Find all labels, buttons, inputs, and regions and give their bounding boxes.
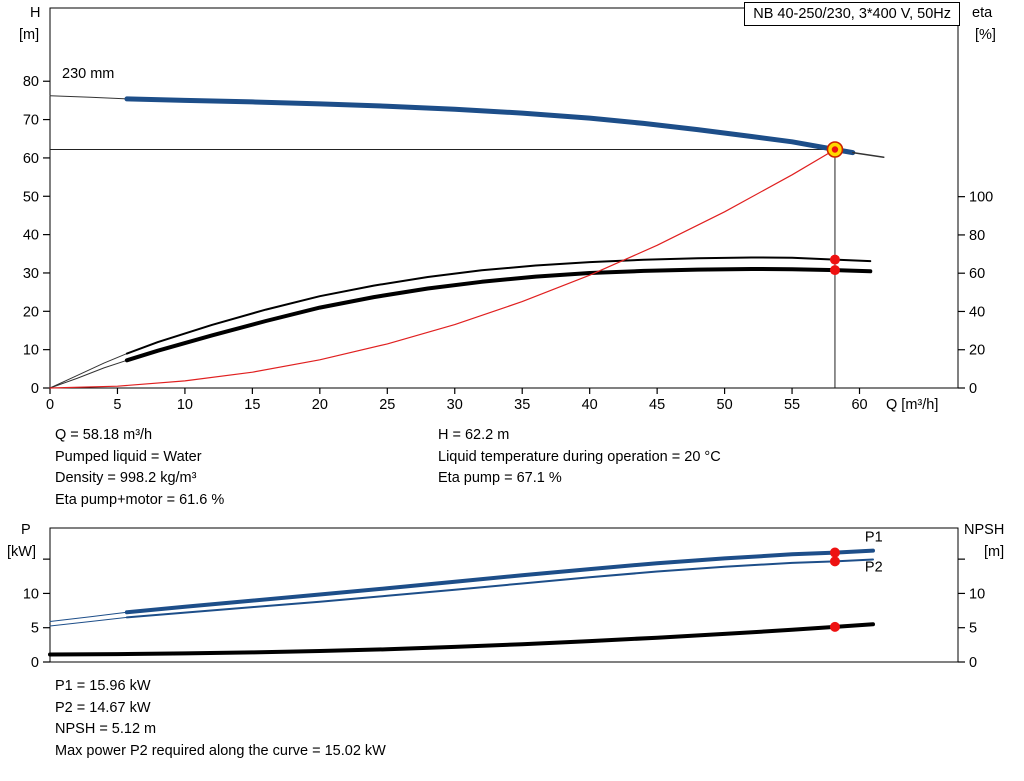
p2-lead-curve [49, 616, 128, 627]
p-axis-name: P [21, 522, 31, 538]
p1-curve [124, 548, 875, 615]
tick-label: 70 [23, 113, 39, 129]
eta-pump-lead-curve [49, 353, 128, 389]
tick-label: 30 [447, 397, 463, 413]
head-curve [124, 96, 856, 156]
eta-pump-motor-curve [124, 267, 873, 363]
duty-point-center [831, 146, 839, 153]
tick-label: 5 [113, 397, 121, 413]
info-line: Liquid temperature during operation = 20… [438, 448, 721, 465]
tick-label: 0 [46, 397, 54, 413]
tick-label: 10 [177, 397, 193, 413]
info-line: Density = 998.2 kg/m³ [55, 470, 197, 486]
info-line: Max power P2 required along the curve = … [55, 742, 386, 759]
tick-label: 50 [717, 397, 733, 413]
tick-label: 0 [31, 655, 39, 671]
h-axis-unit: [m] [19, 27, 40, 43]
info-line: H = 62.2 m [438, 427, 510, 443]
npsh-axis-unit: [m] [984, 544, 1005, 560]
p-axis-unit: [kW] [7, 544, 36, 560]
head-lead-curve [49, 95, 128, 100]
tick-label: 60 [23, 151, 39, 167]
info-line: Q = 58.18 m³/h [55, 427, 153, 443]
tick-label: 0 [31, 381, 39, 397]
tick-label: 10 [969, 586, 985, 602]
p1-lead-curve [49, 611, 128, 622]
npsh-axis-name: NPSH [964, 522, 1005, 538]
npsh-curve [48, 622, 875, 657]
bottom-chart: 0 5 10 0 5 10 P1 P2 [23, 527, 985, 671]
duty-info-left: Q = 58.18 m³/h Pumped liquid = Water Den… [55, 425, 224, 511]
head-tail-curve [852, 151, 885, 158]
eta-axis-name: eta [972, 5, 993, 21]
tick-label: 50 [23, 189, 39, 205]
tick-label: 100 [969, 190, 993, 206]
tick-label: 55 [784, 397, 800, 413]
info-line: Eta pump = 67.1 % [438, 470, 562, 486]
h-axis-name: H [30, 5, 41, 21]
tick-label: 5 [31, 621, 39, 637]
info-line: P1 = 15.96 kW [55, 678, 151, 694]
tick-label: 60 [969, 266, 985, 282]
value-dot [829, 547, 840, 558]
tick-label: 10 [23, 586, 39, 602]
info-line: Pumped liquid = Water [55, 448, 202, 465]
info-line: P2 = 14.67 kW [55, 699, 151, 716]
tick-label: 20 [969, 343, 985, 359]
tick-label: 0 [969, 655, 977, 671]
tick-label: 40 [969, 304, 985, 320]
eta-axis-unit: [%] [975, 27, 996, 43]
value-dot [829, 265, 840, 276]
affinity-parabola-curve [49, 148, 836, 389]
tick-label: 80 [23, 74, 39, 90]
tick-label: 40 [582, 397, 598, 413]
eta-pump-motor-lead-curve [49, 359, 128, 389]
x-axis-label: Q [m³/h] [886, 397, 938, 413]
info-line: Eta pump+motor = 61.6 % [55, 491, 225, 508]
impeller-diameter-label: 230 mm [62, 66, 115, 82]
value-dot [829, 621, 840, 632]
tick-label: 45 [649, 397, 665, 413]
tick-label: 20 [312, 397, 328, 413]
tick-label: 0 [969, 381, 977, 397]
tick-label: 25 [379, 397, 395, 413]
tick-label: 15 [244, 397, 260, 413]
pump-title-box: NB 40-250/230, 3*400 V, 50Hz [744, 2, 960, 26]
duty-info-right: H = 62.2 m Liquid temperature during ope… [438, 425, 721, 490]
plot-frame [49, 7, 959, 389]
value-dot [829, 254, 840, 265]
power-info: P1 = 15.96 kW P2 = 14.67 kW NPSH = 5.12 … [55, 676, 386, 762]
series-label-p1: P1 [865, 529, 883, 545]
series-label-p2: P2 [865, 559, 883, 575]
tick-label: 30 [23, 266, 39, 282]
tick-label: 60 [851, 397, 867, 413]
tick-label: 80 [969, 228, 985, 244]
eta-pump-curve [125, 256, 872, 355]
top-chart: 0 10 20 30 40 50 60 70 80 0 20 40 60 80 100 0 5 10 15 20 25 3… [23, 7, 993, 413]
tick-label: 40 [23, 228, 39, 244]
tick-label: 20 [23, 304, 39, 320]
p2-curve [125, 558, 874, 619]
tick-label: 5 [969, 621, 977, 637]
tick-label: 35 [514, 397, 530, 413]
plot-frame [49, 527, 959, 663]
tick-label: 10 [23, 343, 39, 359]
value-dot [829, 556, 840, 567]
info-line: NPSH = 5.12 m [55, 721, 157, 737]
